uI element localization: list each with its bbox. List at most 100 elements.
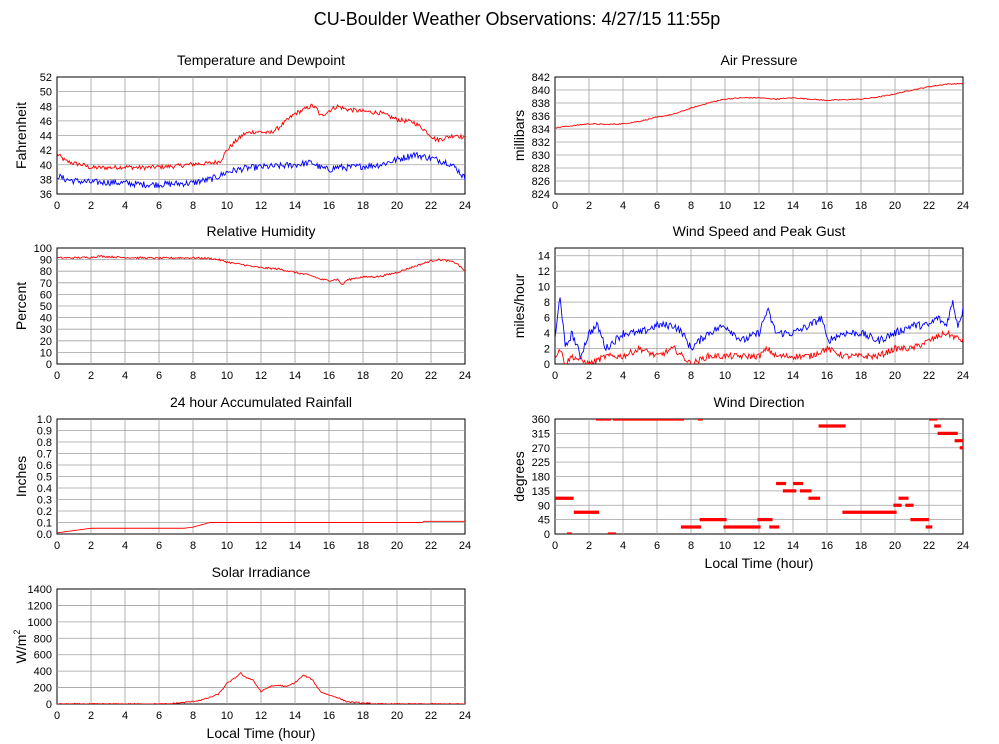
x-tick-label: 12 [255, 370, 267, 382]
x-tick-label: 10 [719, 540, 731, 552]
x-tick-label: 2 [88, 370, 94, 382]
y-tick-label: 0.8 [37, 437, 52, 449]
x-tick-label: 18 [855, 370, 867, 382]
x-tick-label: 20 [889, 200, 901, 212]
y-axis-label: Inches [13, 456, 29, 497]
series-line-1 [57, 151, 465, 189]
y-tick-label: 1400 [28, 584, 52, 596]
y-tick-label: 225 [532, 457, 550, 469]
x-tick-label: 18 [855, 200, 867, 212]
y-tick-label: 45 [538, 515, 550, 527]
x-tick-label: 6 [654, 200, 660, 212]
x-tick-label: 18 [357, 370, 369, 382]
y-tick-label: 800 [34, 633, 52, 645]
x-tick-label: 24 [459, 710, 471, 722]
x-tick-label: 20 [889, 370, 901, 382]
y-axis-label: miles/hour [511, 273, 527, 338]
x-tick-label: 10 [719, 200, 731, 212]
y-tick-label: 42 [40, 145, 52, 157]
x-axis-label: Local Time (hour) [207, 725, 316, 741]
x-tick-label: 8 [190, 200, 196, 212]
x-tick-label: 4 [620, 540, 626, 552]
y-tick-label: 40 [40, 313, 52, 325]
series-line-0 [555, 82, 963, 129]
x-tick-label: 14 [787, 540, 799, 552]
y-tick-label: 20 [40, 336, 52, 348]
x-tick-label: 20 [391, 710, 403, 722]
x-tick-label: 8 [190, 710, 196, 722]
x-tick-label: 18 [357, 200, 369, 212]
x-tick-label: 24 [459, 370, 471, 382]
y-tick-label: 2 [544, 344, 550, 356]
chart-title: Air Pressure [720, 52, 797, 68]
chart-title: Wind Speed and Peak Gust [673, 223, 846, 239]
y-tick-label: 100 [34, 243, 52, 255]
y-tick-label: 828 [532, 163, 550, 175]
y-tick-label: 832 [532, 137, 550, 149]
x-tick-label: 14 [289, 710, 301, 722]
y-tick-label: 90 [538, 500, 550, 512]
y-tick-label: 0.3 [37, 495, 52, 507]
y-tick-label: 50 [40, 301, 52, 313]
x-tick-label: 16 [323, 370, 335, 382]
x-tick-label: 2 [88, 540, 94, 552]
x-tick-label: 0 [54, 710, 60, 722]
x-tick-label: 16 [821, 370, 833, 382]
y-tick-label: 90 [40, 255, 52, 267]
x-tick-label: 0 [54, 540, 60, 552]
x-tick-label: 22 [425, 710, 437, 722]
x-tick-label: 16 [323, 540, 335, 552]
y-axis-label: degrees [511, 451, 527, 502]
y-tick-label: 70 [40, 278, 52, 290]
x-tick-label: 14 [289, 540, 301, 552]
x-tick-label: 14 [289, 370, 301, 382]
y-tick-label: 0.4 [37, 483, 52, 495]
y-tick-label: 46 [40, 116, 52, 128]
y-tick-label: 14 [538, 251, 550, 263]
y-tick-label: 6 [544, 313, 550, 325]
x-tick-label: 24 [957, 370, 969, 382]
x-tick-label: 16 [323, 200, 335, 212]
x-tick-label: 24 [459, 200, 471, 212]
x-tick-label: 0 [54, 370, 60, 382]
x-tick-label: 0 [552, 200, 558, 212]
y-tick-label: 38 [40, 174, 52, 186]
y-tick-label: 52 [40, 72, 52, 84]
y-tick-label: 842 [532, 72, 550, 84]
x-tick-label: 22 [923, 370, 935, 382]
x-tick-label: 22 [425, 540, 437, 552]
y-tick-label: 180 [532, 472, 550, 484]
x-tick-label: 12 [753, 540, 765, 552]
x-tick-label: 20 [391, 370, 403, 382]
series-0 [555, 419, 963, 534]
x-tick-label: 14 [787, 370, 799, 382]
x-tick-label: 18 [357, 540, 369, 552]
x-tick-label: 2 [88, 710, 94, 722]
x-tick-label: 4 [122, 710, 128, 722]
y-tick-label: 44 [40, 131, 52, 143]
y-tick-label: 824 [532, 189, 550, 201]
x-tick-label: 20 [889, 540, 901, 552]
y-tick-label: 600 [34, 650, 52, 662]
y-tick-label: 840 [532, 85, 550, 97]
y-tick-label: 50 [40, 87, 52, 99]
x-tick-label: 10 [221, 540, 233, 552]
y-tick-label: 4 [544, 328, 550, 340]
x-tick-label: 6 [156, 540, 162, 552]
x-tick-label: 8 [688, 540, 694, 552]
x-tick-label: 0 [552, 540, 558, 552]
y-tick-label: 10 [538, 282, 550, 294]
y-tick-label: 838 [532, 98, 550, 110]
x-tick-label: 8 [190, 370, 196, 382]
x-tick-label: 18 [357, 710, 369, 722]
y-tick-label: 40 [40, 160, 52, 172]
x-tick-label: 2 [586, 200, 592, 212]
y-axis-label: Fahrenheit [13, 102, 29, 169]
y-tick-label: 0.6 [37, 460, 52, 472]
y-tick-label: 1000 [28, 617, 52, 629]
